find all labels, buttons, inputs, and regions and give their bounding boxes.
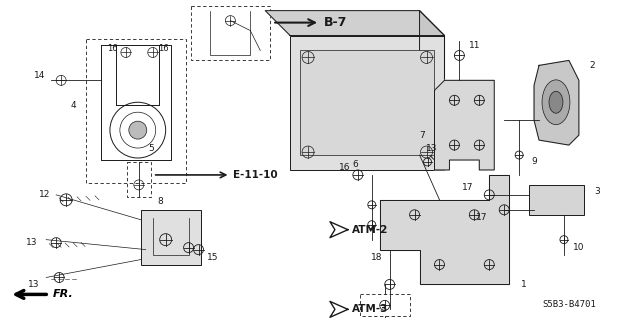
Text: ATM-3: ATM-3	[352, 304, 388, 314]
Circle shape	[129, 121, 147, 139]
Ellipse shape	[549, 91, 563, 113]
Polygon shape	[265, 11, 444, 35]
Text: 5: 5	[148, 144, 154, 152]
Text: 13: 13	[426, 144, 437, 152]
Text: 17: 17	[476, 213, 487, 222]
Text: ATM-2: ATM-2	[352, 225, 388, 235]
Text: 15: 15	[207, 253, 218, 262]
Text: S5B3-B4701: S5B3-B4701	[542, 300, 596, 309]
Text: B-7: B-7	[324, 16, 348, 29]
Text: E-11-10: E-11-10	[234, 170, 278, 180]
Text: 2: 2	[589, 61, 595, 70]
Text: 16: 16	[339, 163, 351, 173]
Text: 17: 17	[461, 183, 473, 192]
Ellipse shape	[542, 80, 570, 125]
Polygon shape	[330, 301, 348, 317]
Text: FR.: FR.	[53, 289, 74, 300]
Bar	[360, 294, 410, 316]
Text: 8: 8	[158, 197, 164, 206]
Bar	[86, 39, 186, 183]
Text: 14: 14	[33, 71, 45, 80]
Bar	[127, 162, 151, 197]
Text: 9: 9	[531, 158, 537, 167]
Polygon shape	[534, 60, 579, 145]
Bar	[290, 35, 444, 170]
Bar	[300, 50, 435, 155]
Text: 13: 13	[28, 280, 39, 289]
Text: 6: 6	[352, 160, 358, 169]
Text: 18: 18	[371, 253, 383, 262]
Text: 13: 13	[26, 238, 37, 247]
Text: 11: 11	[468, 41, 480, 50]
Polygon shape	[380, 175, 509, 285]
Bar	[529, 185, 584, 215]
Polygon shape	[420, 11, 444, 170]
Bar	[191, 6, 270, 60]
Text: 16: 16	[158, 44, 169, 53]
Text: 16: 16	[108, 44, 118, 53]
Text: 10: 10	[573, 243, 584, 252]
Text: 12: 12	[38, 190, 50, 199]
Text: 1: 1	[521, 280, 527, 289]
Polygon shape	[330, 222, 348, 238]
Text: 3: 3	[594, 187, 600, 197]
Polygon shape	[435, 80, 494, 170]
Bar	[141, 210, 200, 264]
Text: 4: 4	[70, 101, 76, 110]
Text: 7: 7	[420, 130, 426, 140]
